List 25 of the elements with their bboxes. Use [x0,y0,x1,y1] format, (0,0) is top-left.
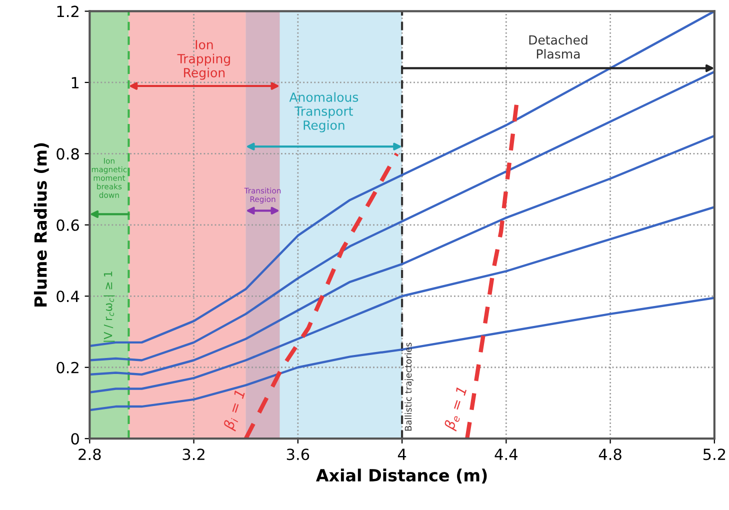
x-tick-label: 5.2 [703,448,726,460]
y-tick-label: 1.2 [57,6,78,18]
band-label: Ion Trapping Region [177,40,230,80]
y-tick-label: 1 [72,77,79,88]
x-tick-label: 4.8 [598,448,622,460]
ref-line-label: Ballistic trajectories [404,342,414,431]
line-series [244,152,399,439]
line-series [465,102,519,439]
y-axis-title: Plume Radius (m) [34,143,49,306]
x-tick-label: 3.6 [286,448,310,460]
y-tick-label: 0 [71,433,79,445]
y-tick-label: 0.2 [56,362,78,374]
text: β$_{i}$ = 1 [222,390,248,432]
band-label: Anomalous Transport Region [289,92,358,132]
x-tick-label: 3.2 [182,448,204,460]
x-tick-label: 4 [398,448,406,460]
y-tick-label: 0.6 [56,219,79,231]
y-tick-label: 0.8 [56,148,79,160]
y-tick-label: 0.4 [56,290,80,302]
text: β$_{e}$ = 1 [443,386,470,432]
annotation: Detached Plasma [529,34,588,59]
x-tick-label: 2.8 [78,448,101,460]
annotation: |V / r$_{c}$ω$_{c}$| ≥ 1 [104,272,115,342]
x-axis-title: Axial Distance (m) [316,468,487,484]
x-tick-label: 4.4 [494,448,518,460]
